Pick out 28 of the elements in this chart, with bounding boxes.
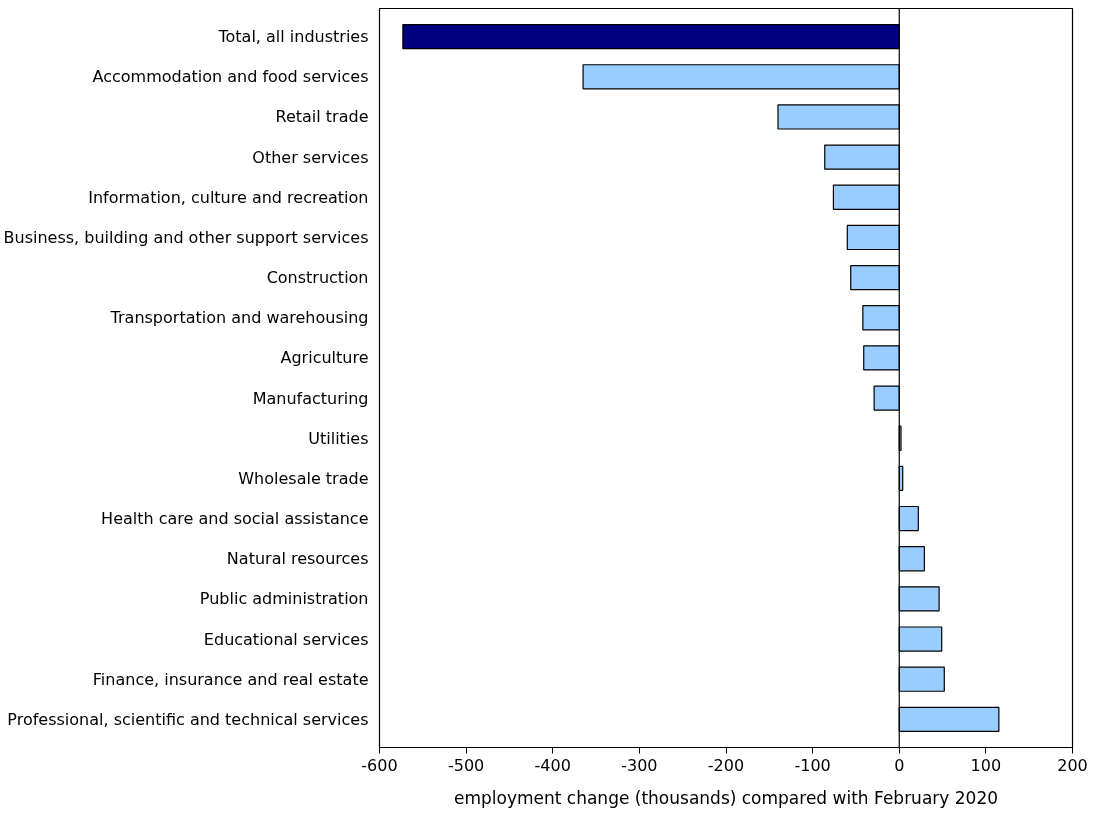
x-tick-label: 0 — [894, 755, 905, 775]
x-axis-title: employment change (thousands) compared with February 2020 — [453, 787, 999, 808]
y-tick-label: Other services — [252, 147, 369, 167]
x-tick-label: -500 — [447, 755, 485, 775]
y-tick-label: Manufacturing — [252, 388, 369, 408]
y-tick-label: Agriculture — [280, 348, 369, 368]
y-tick-label: Utilities — [308, 428, 369, 448]
x-tick-label: 100 — [970, 755, 1002, 775]
y-tick-label: Retail trade — [275, 107, 369, 127]
x-tick-label: -200 — [707, 755, 745, 775]
y-tick-label: Business, building and other support services — [3, 227, 369, 247]
y-tick-label: Transportation and warehousing — [109, 308, 369, 328]
y-tick-label: Total, all industries — [217, 27, 369, 47]
x-tick-label: -100 — [794, 755, 831, 775]
y-tick-label: Finance, insurance and real estate — [92, 669, 369, 689]
x-tick-label: 200 — [1057, 755, 1088, 775]
y-tick-label: Accommodation and food services — [92, 67, 369, 87]
y-tick-label: Natural resources — [226, 549, 369, 569]
y-tick-label: Health care and social assistance — [101, 509, 369, 529]
x-tick-label: -300 — [621, 755, 658, 775]
y-tick-label: Construction — [266, 268, 369, 288]
x-tick-label: -400 — [534, 755, 571, 775]
x-tick-label: -600 — [361, 755, 398, 775]
y-tick-label: Information, culture and recreation — [88, 187, 369, 207]
y-tick-label: Wholesale trade — [238, 468, 369, 488]
y-tick-label: Professional, scientific and technical services — [7, 709, 369, 729]
y-tick-label: Educational services — [203, 629, 369, 649]
y-tick-label: Public administration — [199, 589, 369, 609]
